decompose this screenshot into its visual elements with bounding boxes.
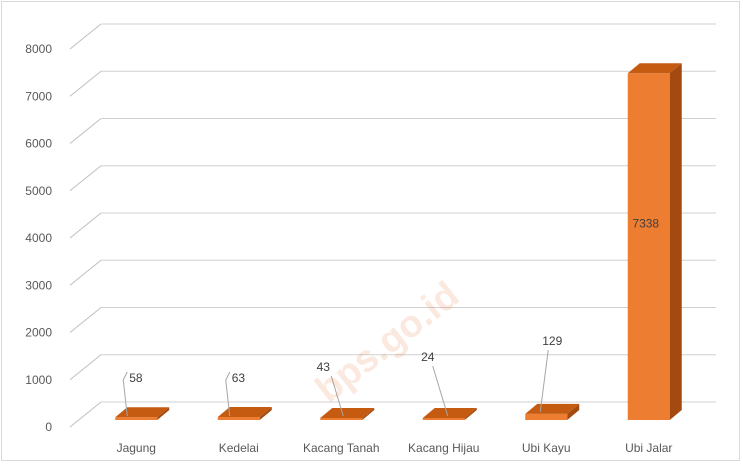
bars	[115, 63, 682, 420]
gridline-depth	[69, 118, 102, 144]
gridline-depth	[69, 165, 102, 192]
bar-front	[320, 417, 363, 420]
data-label: 7338	[632, 216, 659, 230]
data-label-leader	[330, 375, 344, 417]
bar-front	[115, 417, 158, 420]
data-label-leader	[122, 371, 128, 417]
data-label: 63	[232, 371, 246, 385]
x-tick-label: Kedelai	[219, 441, 259, 455]
gridline-depth	[69, 212, 102, 239]
data-label: 24	[421, 350, 435, 364]
bar-top	[217, 407, 272, 418]
data-labels: 58 63 43 24 129 7338	[122, 216, 659, 417]
y-tick-label: 6000	[25, 137, 52, 151]
y-tick-label: 8000	[25, 42, 52, 56]
bar-top	[627, 63, 682, 74]
bar-side	[259, 407, 272, 420]
y-tick-label: 4000	[25, 231, 52, 245]
y-axis-ticks: 0 1000 2000 3000 4000 5000 6000 7000 8000	[25, 42, 52, 434]
bar	[217, 407, 272, 420]
bar-side	[669, 63, 682, 420]
bar-front	[217, 417, 260, 420]
gridline-depth	[69, 401, 102, 428]
x-tick-label: Kacang Hijau	[408, 441, 479, 455]
bar	[422, 408, 477, 420]
bar-side	[464, 408, 477, 420]
y-tick-label: 2000	[25, 326, 52, 340]
bar-top	[320, 407, 375, 418]
x-tick-label: Jagung	[117, 441, 156, 455]
x-tick-label: Ubi Jalar	[625, 441, 672, 455]
x-tick-label: Ubi Kayu	[522, 441, 571, 455]
bar-front	[525, 413, 568, 420]
gridline-depth	[69, 259, 102, 286]
bar-top	[422, 408, 477, 418]
data-label: 129	[542, 334, 562, 348]
gridline-depth	[69, 307, 102, 333]
data-label-leader	[539, 349, 549, 412]
bar-top	[525, 403, 580, 414]
y-tick-label: 3000	[25, 278, 52, 292]
bar-top	[115, 407, 170, 418]
y-tick-label: 7000	[25, 89, 52, 103]
gridline-depth	[69, 70, 102, 97]
bar	[525, 403, 580, 420]
bar-side	[362, 407, 375, 420]
bar	[627, 63, 682, 420]
data-label: 43	[317, 360, 331, 374]
data-label-leader	[432, 365, 449, 417]
bar-side	[157, 407, 170, 420]
x-tick-label: Kacang Tanah	[303, 441, 380, 455]
y-tick-label: 5000	[25, 184, 52, 198]
gridline-depth	[69, 354, 102, 381]
watermark: bps.go.id	[308, 274, 467, 411]
grid-lines	[69, 23, 716, 428]
bar-side	[567, 403, 580, 420]
bar	[320, 407, 375, 420]
x-axis-ticks: Jagung Kedelai Kacang Tanah Kacang Hijau Ubi…	[117, 441, 673, 455]
bar-front	[422, 418, 465, 420]
y-tick-label: 0	[45, 420, 52, 434]
data-label: 58	[129, 371, 143, 385]
bar-front	[627, 73, 670, 420]
gridline-depth	[69, 23, 102, 50]
y-tick-label: 1000	[25, 373, 52, 387]
bar	[115, 407, 170, 420]
data-label-leader	[225, 371, 231, 417]
